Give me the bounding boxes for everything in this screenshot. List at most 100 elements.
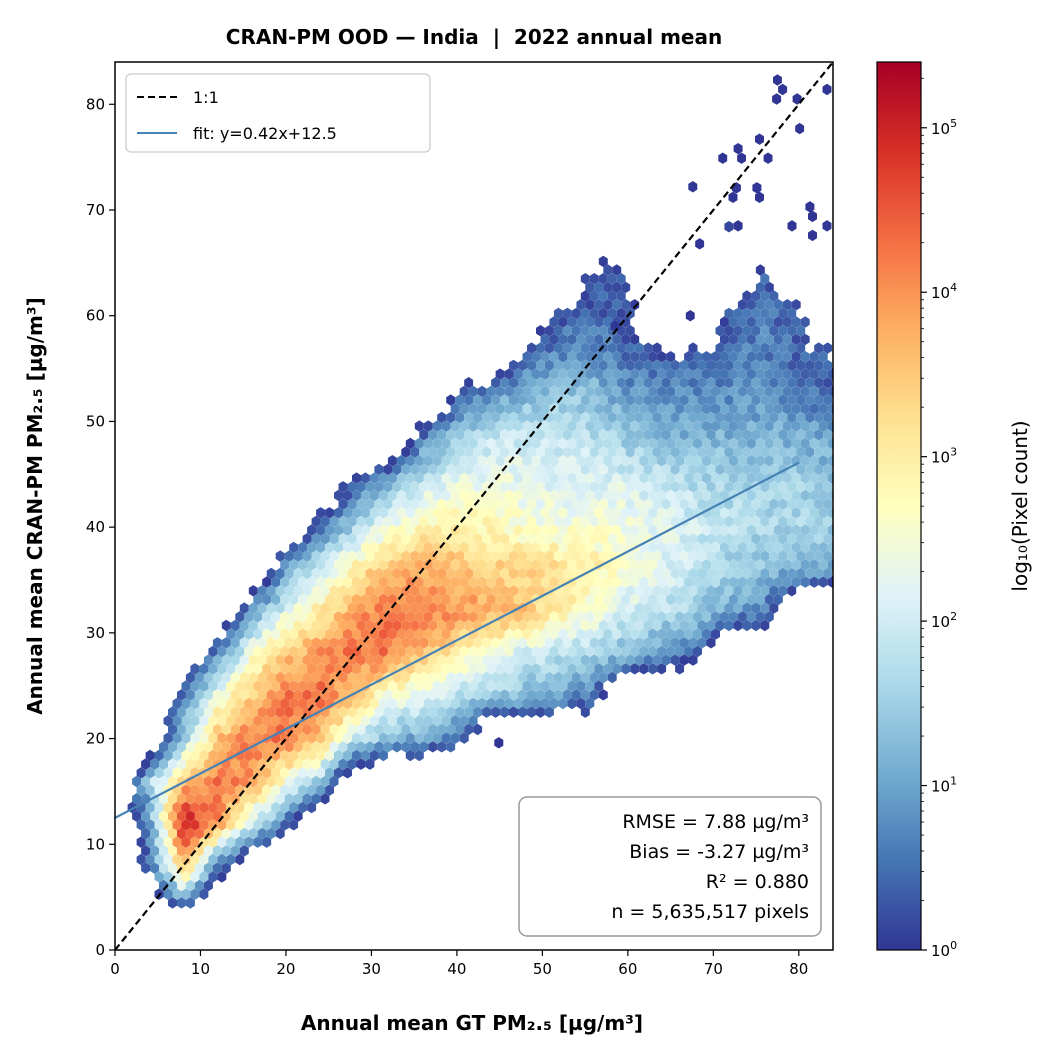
- hexbin-cell: [325, 541, 334, 554]
- hexbin-cell: [616, 515, 626, 528]
- hexbin-cell: [320, 567, 330, 580]
- hexbin-cell: [634, 498, 644, 510]
- hexbin-cell: [459, 455, 469, 467]
- hexbin-cell: [702, 593, 711, 606]
- hexbin-cell: [316, 524, 326, 536]
- hexbin-cell: [571, 307, 581, 320]
- hexbin-cell: [540, 333, 550, 346]
- hexbin-cell: [536, 515, 545, 528]
- hexbin-cell: [598, 307, 608, 320]
- hexbin-cell: [343, 715, 352, 727]
- hexbin-cell: [495, 489, 505, 502]
- hexbin-cell: [589, 498, 599, 510]
- hexbin-cell: [706, 463, 716, 476]
- hexbin-cell: [280, 715, 290, 727]
- hexbin-cell: [536, 342, 545, 354]
- x-tick-label: 0: [110, 960, 120, 978]
- hexbin-cell: [284, 637, 294, 649]
- hexbin-cell: [181, 819, 191, 831]
- hexbin-cell: [675, 368, 685, 380]
- hexbin-cell: [168, 741, 177, 753]
- hexbin-cell: [387, 715, 397, 727]
- hexbin-cell: [239, 654, 249, 666]
- hexbin-cell: [567, 559, 577, 571]
- hexbin-cell: [455, 550, 465, 562]
- hexbin-cell: [500, 533, 509, 545]
- hexbin-cell-sparse: [808, 229, 817, 242]
- hexbin-cell: [518, 394, 527, 406]
- hexbin-cell: [235, 767, 245, 779]
- hexbin-cell: [419, 671, 429, 684]
- hexbin-cell: [392, 533, 402, 545]
- hexbin-cell: [284, 689, 294, 701]
- hexbin-cell-sparse: [763, 152, 773, 164]
- hexbin-cell: [621, 437, 631, 450]
- hexbin-cell: [414, 628, 424, 640]
- hexbin-cell: [199, 715, 209, 727]
- hexbin-cell: [468, 524, 478, 536]
- hexbin-cell: [764, 299, 774, 311]
- hexbin-cell: [329, 619, 339, 632]
- hexbin-cell: [751, 463, 761, 476]
- hexbin-cell: [567, 420, 577, 432]
- colorbar-tick-label: 102: [931, 610, 957, 631]
- hexbin-cell: [401, 567, 411, 580]
- hexbin-cell: [383, 654, 393, 666]
- hexbin-cell: [571, 671, 581, 684]
- hexbin-cell: [603, 299, 613, 311]
- hexbin-cell: [163, 819, 173, 831]
- hexbin-cell: [212, 723, 222, 736]
- hexbin-cell: [746, 333, 756, 346]
- hexbin-cell: [181, 871, 191, 883]
- hexbin-cell: [199, 680, 209, 692]
- hexbin-cell: [760, 325, 770, 337]
- hexbin-cell: [325, 524, 334, 536]
- hexbin-cell: [226, 853, 236, 866]
- hexbin-cell: [657, 611, 667, 623]
- hexbin-cell: [693, 541, 702, 554]
- hexbin-cell: [670, 411, 680, 424]
- hexbin-cell: [544, 567, 554, 580]
- hexbin-cell: [235, 801, 245, 814]
- hexbin-cell: [630, 663, 640, 675]
- hexbin-cell: [630, 507, 640, 519]
- hexbin-cell: [814, 359, 824, 372]
- hexbin-cell: [518, 706, 527, 718]
- hexbin-cell: [724, 429, 734, 441]
- hexbin-cell: [558, 455, 568, 467]
- hexbin-cell: [639, 593, 649, 606]
- hexbin-cell: [356, 602, 366, 614]
- hexbin-cell: [199, 732, 209, 744]
- hexbin-cell: [441, 489, 451, 502]
- hexbin-cell: [666, 489, 676, 502]
- hexbin-cell: [576, 333, 586, 346]
- hexbin-cell: [221, 654, 231, 666]
- hexbin-cell: [585, 437, 595, 450]
- hexbin-cell: [500, 602, 509, 614]
- hexbin-cell: [491, 619, 501, 632]
- hexbin-cell: [724, 619, 734, 632]
- hexbin-cell: [648, 611, 658, 623]
- hexbin-cell: [643, 654, 653, 666]
- hexbin-cell: [378, 524, 388, 536]
- hexbin-cell: [356, 671, 366, 684]
- reference-lines: [115, 62, 833, 950]
- hexbin-cell: [773, 437, 783, 450]
- hexbin-cell: [177, 723, 186, 736]
- hexbin-cell: [311, 671, 321, 684]
- hexbin-cell: [751, 359, 761, 372]
- hexbin-cell: [531, 663, 541, 675]
- hexbin-cell: [746, 576, 756, 588]
- hexbin-cell: [414, 507, 424, 519]
- hexbin-cell: [401, 515, 411, 528]
- hexbin-cell: [405, 541, 415, 554]
- hexbin-cell: [230, 775, 240, 788]
- hexbin-cell: [782, 524, 792, 536]
- hexbin-cell: [437, 637, 447, 649]
- hexbin-cell: [643, 515, 653, 528]
- hexbin-cell: [666, 403, 676, 415]
- hexbin-cell: [356, 741, 366, 753]
- hexbin-cell: [482, 481, 492, 493]
- hexbin-cell: [509, 689, 518, 701]
- hexbin-cell: [648, 420, 658, 432]
